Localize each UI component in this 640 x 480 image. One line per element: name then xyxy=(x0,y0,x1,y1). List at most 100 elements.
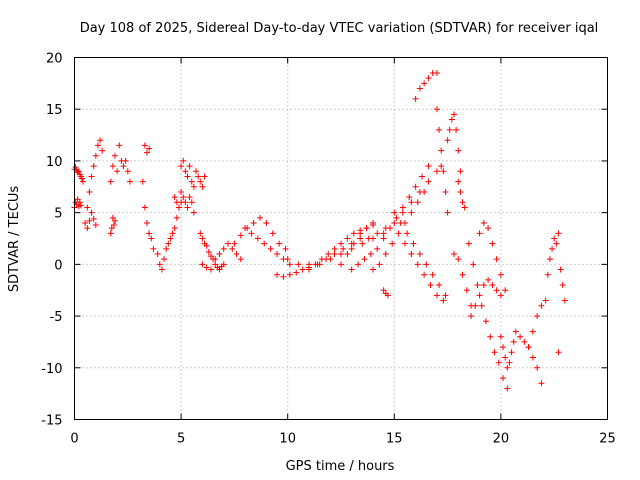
data-point xyxy=(199,261,206,268)
data-point xyxy=(338,251,344,258)
data-point xyxy=(182,199,189,206)
data-point xyxy=(376,261,383,268)
data-point xyxy=(421,271,428,278)
data-point xyxy=(171,225,178,232)
y-tick-label: 0 xyxy=(54,258,62,273)
x-tick-label: 0 xyxy=(70,432,78,447)
data-point xyxy=(457,168,464,175)
data-point xyxy=(173,199,180,206)
x-tick-label: 20 xyxy=(493,432,510,447)
data-point xyxy=(500,344,507,351)
data-point xyxy=(555,349,562,356)
data-point xyxy=(186,194,193,201)
data-point xyxy=(472,302,479,309)
data-point xyxy=(216,251,223,258)
plot-frame xyxy=(74,57,608,420)
data-point xyxy=(459,199,466,206)
data-point xyxy=(367,251,374,258)
data-point xyxy=(178,188,185,195)
data-point xyxy=(414,261,421,268)
data-points xyxy=(71,70,568,392)
data-point xyxy=(109,163,116,170)
data-point xyxy=(146,145,153,152)
data-point xyxy=(438,163,445,170)
data-point xyxy=(487,333,494,340)
data-point xyxy=(148,235,155,242)
data-point xyxy=(348,245,355,252)
data-point xyxy=(448,116,455,123)
data-point xyxy=(269,230,276,237)
data-point xyxy=(410,240,417,247)
data-point xyxy=(493,256,500,263)
data-point xyxy=(421,80,428,87)
data-point xyxy=(423,261,430,268)
series-trace-38 xyxy=(557,266,568,304)
data-point xyxy=(293,269,300,276)
data-point xyxy=(348,266,355,273)
data-point xyxy=(190,209,197,216)
series-trace-27 xyxy=(444,111,464,175)
data-point xyxy=(544,271,551,278)
data-point xyxy=(80,178,87,185)
data-point xyxy=(450,111,457,118)
data-point xyxy=(203,264,210,271)
data-point xyxy=(169,230,176,237)
data-point xyxy=(463,287,470,294)
data-point xyxy=(94,142,101,149)
data-point xyxy=(233,251,240,258)
data-point xyxy=(401,240,408,247)
data-point xyxy=(399,204,406,211)
data-point xyxy=(374,245,381,252)
data-point xyxy=(459,271,466,278)
data-point xyxy=(502,354,509,361)
data-point xyxy=(561,297,568,304)
data-point xyxy=(197,230,204,237)
series-trace-21 xyxy=(369,188,428,273)
data-point xyxy=(474,282,481,289)
data-point xyxy=(557,266,564,273)
series-trace-37 xyxy=(555,349,562,356)
data-point xyxy=(197,178,204,185)
data-point xyxy=(440,168,447,175)
series-trace-10 xyxy=(178,157,208,190)
data-point xyxy=(416,85,423,92)
data-point xyxy=(457,188,464,195)
data-point xyxy=(355,261,362,268)
data-point xyxy=(425,178,432,185)
data-point xyxy=(555,230,562,237)
series-trace-32 xyxy=(476,219,509,294)
data-point xyxy=(216,266,223,273)
data-point xyxy=(476,292,483,299)
series-trace-6 xyxy=(107,214,119,237)
data-point xyxy=(254,235,261,242)
series-trace-14 xyxy=(231,214,289,252)
data-point xyxy=(489,240,496,247)
data-point xyxy=(489,282,496,289)
data-point xyxy=(167,235,174,242)
series-trace-16 xyxy=(274,222,376,280)
series-trace-8 xyxy=(141,142,153,156)
data-point xyxy=(546,256,553,263)
data-point xyxy=(399,209,406,216)
data-point xyxy=(122,157,129,164)
data-point xyxy=(201,173,208,180)
data-point xyxy=(184,204,191,211)
y-tick-label: -10 xyxy=(41,362,62,377)
series-trace-26 xyxy=(433,106,451,216)
data-point xyxy=(248,230,255,237)
data-point xyxy=(506,359,513,366)
data-point xyxy=(504,385,511,392)
data-point xyxy=(143,149,150,156)
data-point xyxy=(393,214,400,221)
data-point xyxy=(340,245,347,252)
data-point xyxy=(299,266,306,273)
data-point xyxy=(549,245,556,252)
data-point xyxy=(455,178,462,185)
data-point xyxy=(280,273,287,280)
data-point xyxy=(237,232,244,239)
data-point xyxy=(534,313,541,320)
data-point xyxy=(146,230,153,237)
data-point xyxy=(412,95,419,102)
data-point xyxy=(225,240,232,247)
